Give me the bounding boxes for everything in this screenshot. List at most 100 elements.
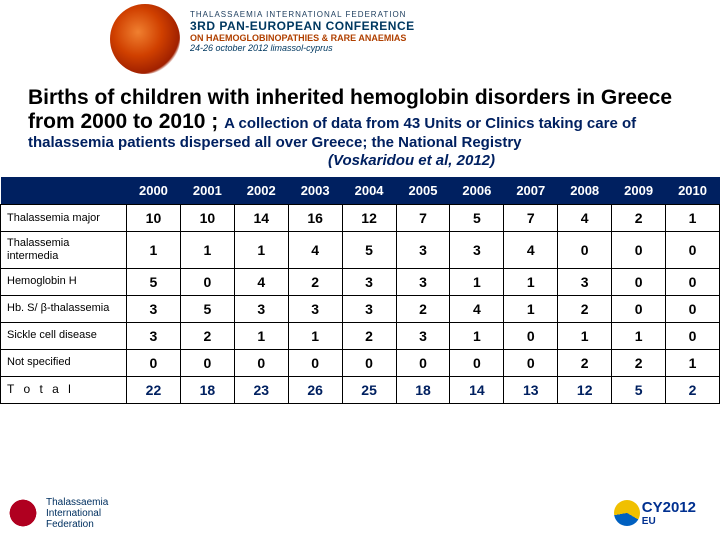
slide-title-block: Births of children with inherited hemogl… <box>0 80 720 177</box>
cell-value: 0 <box>450 349 504 376</box>
cell-value: 2 <box>612 349 666 376</box>
col-year: 2001 <box>180 177 234 205</box>
cell-value: 1 <box>612 322 666 349</box>
cell-value: 7 <box>504 205 558 232</box>
cell-value: 0 <box>504 349 558 376</box>
citation: (Voskaridou et al, 2012) <box>328 152 702 169</box>
cell-value: 0 <box>666 295 720 322</box>
cell-value: 4 <box>504 232 558 268</box>
row-label: Thalassemia intermedia <box>1 232 127 268</box>
cell-value: 3 <box>127 322 181 349</box>
cell-value: 12 <box>558 376 612 403</box>
banner-text: THALASSAEMIA INTERNATIONAL FEDERATION 3R… <box>190 10 415 53</box>
cy-text: CY2012 <box>642 499 696 516</box>
cell-value: 0 <box>396 349 450 376</box>
cell-value: 3 <box>396 232 450 268</box>
cell-value: 1 <box>666 349 720 376</box>
cell-value: 1 <box>234 322 288 349</box>
row-label: Not specified <box>1 349 127 376</box>
col-year: 2010 <box>666 177 720 205</box>
cell-value: 16 <box>288 205 342 232</box>
row-label: Sickle cell disease <box>1 322 127 349</box>
col-year: 2004 <box>342 177 396 205</box>
cell-value: 1 <box>666 205 720 232</box>
cell-value: 10 <box>180 205 234 232</box>
footer: Thalassaemia International Federation CY… <box>0 490 720 536</box>
cell-value: 0 <box>288 349 342 376</box>
cell-value: 4 <box>558 205 612 232</box>
cell-value: 5 <box>342 232 396 268</box>
banner-title: 3RD PAN-EUROPEAN CONFERENCE <box>190 19 415 33</box>
cell-value: 0 <box>234 349 288 376</box>
cell-value: 26 <box>288 376 342 403</box>
conference-banner: THALASSAEMIA INTERNATIONAL FEDERATION 3R… <box>0 0 720 80</box>
col-year: 2009 <box>612 177 666 205</box>
table-row: Sickle cell disease32112310110 <box>1 322 720 349</box>
cell-value: 0 <box>666 268 720 295</box>
col-label <box>1 177 127 205</box>
cell-value: 2 <box>342 322 396 349</box>
cell-value: 3 <box>288 295 342 322</box>
cell-value: 3 <box>234 295 288 322</box>
cell-value: 3 <box>342 268 396 295</box>
col-year: 2003 <box>288 177 342 205</box>
cell-value: 2 <box>558 349 612 376</box>
eu-text: EU <box>642 516 696 527</box>
table-row: T o t a l22182326251814131252 <box>1 376 720 403</box>
table-row: Not specified00000000221 <box>1 349 720 376</box>
cell-value: 5 <box>450 205 504 232</box>
col-year: 2002 <box>234 177 288 205</box>
table-row: Thalassemia intermedia11145334000 <box>1 232 720 268</box>
cell-value: 2 <box>612 205 666 232</box>
col-year: 2006 <box>450 177 504 205</box>
cell-value: 0 <box>180 268 234 295</box>
cell-value: 2 <box>288 268 342 295</box>
cell-value: 14 <box>234 205 288 232</box>
cell-value: 0 <box>342 349 396 376</box>
row-label: Thalassemia major <box>1 205 127 232</box>
banner-org: THALASSAEMIA INTERNATIONAL FEDERATION <box>190 10 415 19</box>
row-label: Hb. S/ β-thalassemia <box>1 295 127 322</box>
cell-value: 0 <box>558 232 612 268</box>
cell-value: 0 <box>504 322 558 349</box>
col-year: 2005 <box>396 177 450 205</box>
cell-value: 13 <box>504 376 558 403</box>
table-row: Hb. S/ β-thalassemia35333241200 <box>1 295 720 322</box>
cell-value: 0 <box>666 322 720 349</box>
cell-value: 25 <box>342 376 396 403</box>
cell-value: 0 <box>666 232 720 268</box>
footer-org-3: Federation <box>46 519 108 530</box>
cell-value: 2 <box>396 295 450 322</box>
cell-value: 5 <box>180 295 234 322</box>
cell-value: 1 <box>180 232 234 268</box>
tif-shield-icon <box>6 496 40 530</box>
cell-value: 0 <box>612 268 666 295</box>
row-label: Hemoglobin H <box>1 268 127 295</box>
cell-value: 1 <box>127 232 181 268</box>
cell-value: 3 <box>558 268 612 295</box>
cell-value: 1 <box>234 232 288 268</box>
cell-value: 14 <box>450 376 504 403</box>
col-year: 2008 <box>558 177 612 205</box>
cell-value: 3 <box>396 268 450 295</box>
footer-org-1: Thalassaemia <box>46 497 108 508</box>
tif-bird-logo <box>110 4 180 74</box>
cell-value: 1 <box>504 295 558 322</box>
cell-value: 3 <box>450 232 504 268</box>
table-row: Thalassemia major1010141612757421 <box>1 205 720 232</box>
cell-value: 18 <box>396 376 450 403</box>
banner-subtitle: ON HAEMOGLOBINOPATHIES & RARE ANAEMIAS <box>190 33 415 43</box>
cell-value: 0 <box>612 232 666 268</box>
cell-value: 4 <box>288 232 342 268</box>
cell-value: 18 <box>180 376 234 403</box>
cell-value: 1 <box>450 268 504 295</box>
cy2012-logo: CY2012 EU <box>614 499 696 527</box>
cell-value: 3 <box>396 322 450 349</box>
footer-org-2: International <box>46 508 108 519</box>
cell-value: 1 <box>288 322 342 349</box>
cell-value: 0 <box>127 349 181 376</box>
cell-value: 4 <box>234 268 288 295</box>
cell-value: 5 <box>612 376 666 403</box>
cell-value: 7 <box>396 205 450 232</box>
cell-value: 1 <box>450 322 504 349</box>
